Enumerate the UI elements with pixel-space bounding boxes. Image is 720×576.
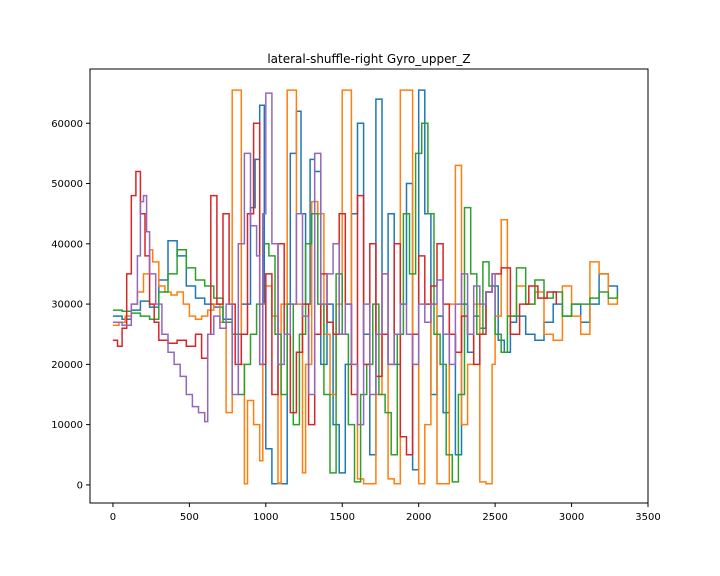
y-tick-label: 20000	[51, 360, 83, 371]
plot-frame	[89, 68, 649, 504]
x-tick-label: 3000	[559, 512, 584, 523]
x-tick-label: 1500	[330, 512, 355, 523]
y-tick-label: 50000	[51, 179, 83, 190]
y-tick-label: 30000	[51, 300, 83, 311]
series-line-5	[112, 92, 496, 426]
x-tick-label: 3500	[635, 512, 660, 523]
y-tick-label: 10000	[51, 420, 83, 431]
y-tick-label: 0	[77, 480, 83, 491]
axes-layer: 0 500 1000 1500 2000 2500 3000 3500 0 10000 20000 3…	[51, 68, 661, 523]
x-tick-label: 0	[110, 512, 116, 523]
x-tick-label: 500	[180, 512, 199, 523]
x-tick-label: 2500	[482, 512, 507, 523]
y-tick-label: 40000	[51, 239, 83, 250]
chart-title: lateral-shuffle-right Gyro_upper_Z	[267, 52, 470, 66]
x-tick-label: 2000	[406, 512, 431, 523]
series-layer	[112, 89, 619, 485]
x-tick-label: 1000	[253, 512, 278, 523]
y-tick-label: 60000	[51, 119, 83, 130]
